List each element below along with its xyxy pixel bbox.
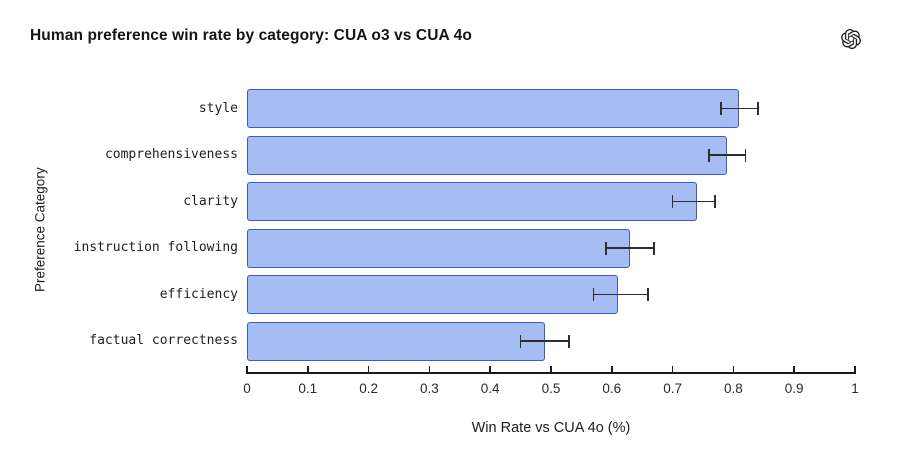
- x-tick: [671, 366, 674, 373]
- error-bar-cap-high: [714, 195, 717, 208]
- x-tick: [306, 366, 309, 373]
- plot-area: 0 0.1 0.2 0.3 0.4 0.5 0.6 0.7 0.8 0.9 1: [243, 85, 859, 396]
- x-tick: [732, 366, 735, 373]
- category-label: clarity: [183, 193, 238, 209]
- x-tick: [367, 366, 370, 373]
- x-tick: [489, 366, 492, 373]
- x-tick-label: 0.3: [420, 381, 439, 396]
- category-label: instruction following: [73, 240, 238, 255]
- x-tick-label: 0.5: [541, 381, 561, 396]
- error-bar-cap-high: [744, 148, 747, 162]
- x-axis-label: Win Rate vs CUA 4o (%): [471, 420, 631, 436]
- category-label: comprehensiveness: [104, 147, 238, 162]
- bar-style: [247, 89, 740, 128]
- x-tick-label: 0.1: [298, 381, 318, 396]
- x-tick-label: 0.2: [359, 381, 378, 396]
- error-bar-line: [520, 340, 570, 342]
- bar-instruction-following: [247, 228, 631, 268]
- error-bar-line: [605, 247, 655, 249]
- category-label: style: [198, 100, 238, 116]
- error-bar-cap-low: [519, 334, 522, 348]
- error-bar-cap-high: [568, 334, 571, 348]
- openai-logo-icon: [841, 29, 861, 49]
- x-tick: [793, 366, 796, 373]
- x-tick: [854, 366, 856, 373]
- error-bar-cap-high: [647, 288, 650, 301]
- error-bar-cap-low: [592, 288, 595, 301]
- error-bar-cap-low: [604, 241, 607, 255]
- x-tick: [550, 366, 552, 373]
- error-bar-cap-low: [671, 195, 674, 208]
- error-bar-line: [721, 107, 758, 110]
- error-bar-cap-high: [756, 102, 759, 115]
- error-bar-line: [672, 200, 716, 203]
- bar-comprehensiveness: [247, 135, 728, 175]
- x-tick-label: 0.6: [602, 381, 622, 396]
- x-tick-label: 0.8: [724, 381, 743, 396]
- bar-factual-correctness: [247, 321, 545, 361]
- x-tick-label: 0.7: [663, 381, 682, 396]
- x-tick-label: 0.9: [784, 381, 804, 396]
- x-tick: [428, 366, 431, 373]
- x-axis-line: [246, 372, 856, 374]
- error-bar-line: [709, 154, 746, 156]
- category-label: efficiency: [159, 286, 238, 302]
- x-tick-label: 0: [243, 381, 251, 396]
- x-tick-label: 0.4: [480, 381, 500, 396]
- error-bar-cap-low: [720, 102, 723, 115]
- bar-efficiency: [247, 275, 618, 314]
- chart-title: Human preference win rate by category: C…: [30, 27, 472, 44]
- error-bar-cap-low: [708, 148, 710, 162]
- category-labels-column: style comprehensiveness clarity instruction…: [0, 85, 238, 374]
- error-bar-cap-high: [653, 241, 656, 255]
- bar-clarity: [247, 182, 697, 221]
- category-label: factual correctness: [89, 333, 238, 348]
- x-tick: [246, 366, 248, 373]
- error-bar-line: [593, 293, 649, 296]
- x-tick-label: 1: [851, 381, 859, 396]
- x-tick: [610, 366, 613, 373]
